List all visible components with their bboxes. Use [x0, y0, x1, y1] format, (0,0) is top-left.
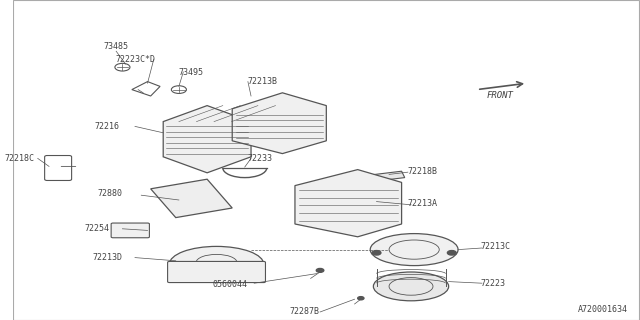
Text: 72218B: 72218B — [408, 167, 438, 176]
Text: 72213B: 72213B — [248, 77, 278, 86]
Text: 72287B: 72287B — [289, 308, 319, 316]
Polygon shape — [150, 179, 232, 218]
Text: 0560044: 0560044 — [213, 280, 248, 289]
Text: 72216: 72216 — [94, 122, 119, 131]
Text: FRONT: FRONT — [486, 91, 513, 100]
Polygon shape — [336, 171, 404, 186]
Text: 72254: 72254 — [85, 224, 110, 233]
Polygon shape — [163, 106, 251, 173]
Text: 72213C: 72213C — [480, 242, 510, 251]
FancyBboxPatch shape — [45, 156, 72, 180]
Text: 72223: 72223 — [480, 279, 505, 288]
FancyBboxPatch shape — [111, 223, 149, 238]
Ellipse shape — [373, 272, 449, 301]
Text: 72880: 72880 — [97, 189, 122, 198]
Text: 72218C: 72218C — [4, 154, 35, 163]
Text: 73495: 73495 — [179, 68, 204, 76]
Text: A720001634: A720001634 — [577, 305, 627, 314]
Ellipse shape — [370, 234, 458, 266]
Polygon shape — [232, 93, 326, 154]
Ellipse shape — [170, 246, 264, 282]
Circle shape — [372, 251, 381, 255]
Circle shape — [358, 297, 364, 300]
Text: 73485: 73485 — [104, 42, 129, 51]
FancyBboxPatch shape — [168, 261, 266, 283]
Circle shape — [447, 251, 456, 255]
Text: 72213D: 72213D — [92, 253, 122, 262]
Polygon shape — [295, 170, 402, 237]
Text: 72213A: 72213A — [408, 199, 438, 208]
Circle shape — [316, 268, 324, 272]
Text: 72233: 72233 — [248, 154, 273, 163]
Text: 72223C*D: 72223C*D — [115, 55, 155, 64]
